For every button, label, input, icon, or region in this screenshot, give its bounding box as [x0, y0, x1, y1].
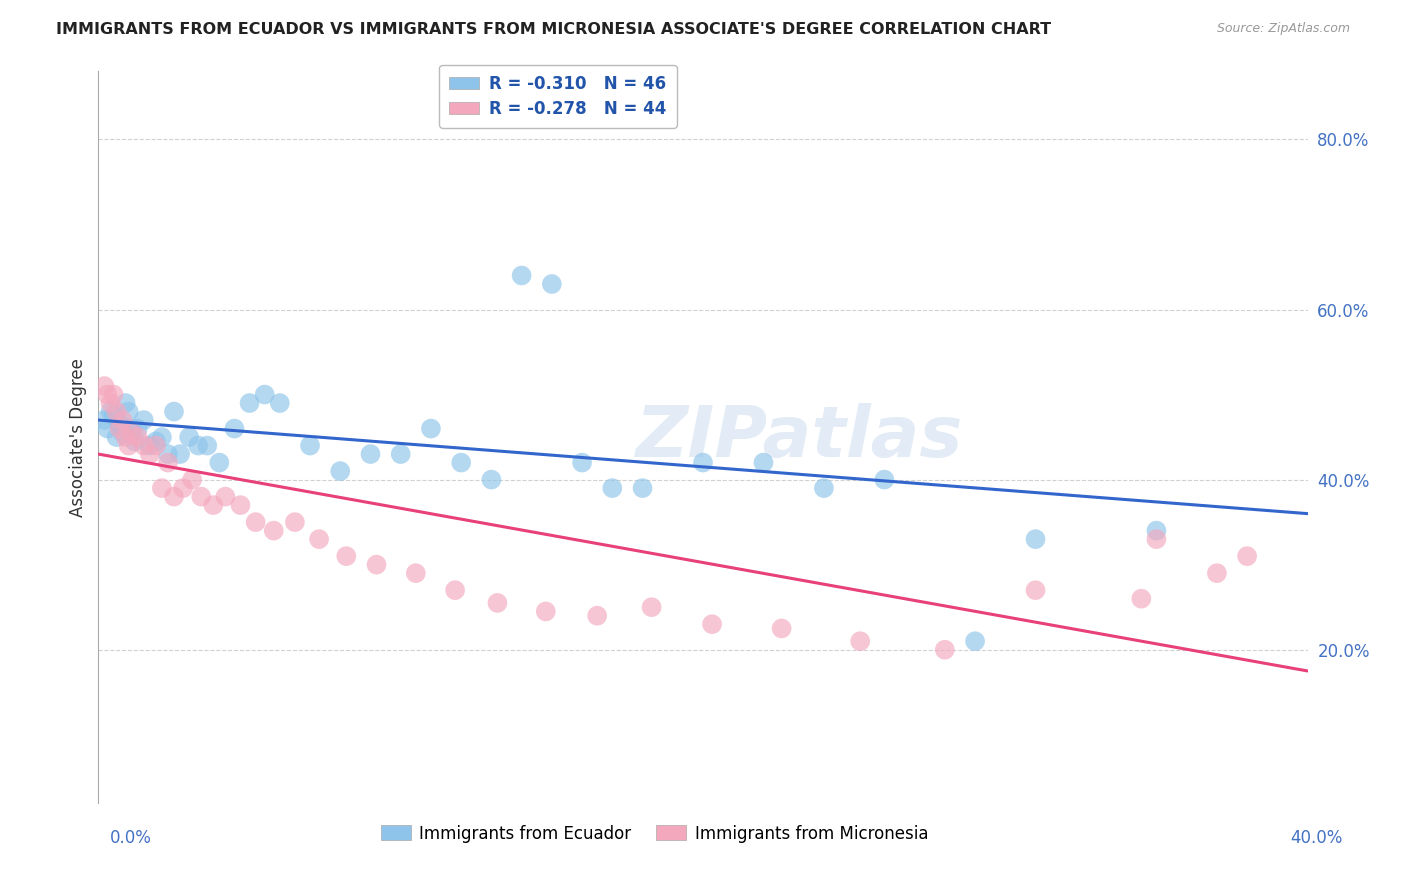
Point	[187, 439, 209, 453]
Point	[586, 608, 609, 623]
Point	[100, 404, 122, 418]
Point	[145, 439, 167, 453]
Point	[253, 387, 276, 401]
Point	[873, 473, 896, 487]
Point	[114, 396, 136, 410]
Point	[329, 464, 352, 478]
Point	[163, 490, 186, 504]
Text: IMMIGRANTS FROM ECUADOR VS IMMIGRANTS FROM MICRONESIA ASSOCIATE'S DEGREE CORRELA: IMMIGRANTS FROM ECUADOR VS IMMIGRANTS FR…	[56, 22, 1052, 37]
Point	[571, 456, 593, 470]
Point	[366, 558, 388, 572]
Point	[132, 439, 155, 453]
Point	[770, 622, 793, 636]
Point	[360, 447, 382, 461]
Text: 40.0%: 40.0%	[1291, 829, 1343, 847]
Point	[103, 409, 125, 423]
Point	[389, 447, 412, 461]
Point	[700, 617, 723, 632]
Point	[105, 430, 128, 444]
Point	[103, 387, 125, 401]
Point	[540, 277, 562, 291]
Point	[96, 421, 118, 435]
Point	[190, 490, 212, 504]
Point	[96, 387, 118, 401]
Point	[692, 456, 714, 470]
Point	[121, 421, 143, 435]
Point	[335, 549, 357, 563]
Point	[481, 473, 503, 487]
Point	[214, 490, 236, 504]
Point	[118, 439, 141, 453]
Point	[640, 600, 662, 615]
Point	[172, 481, 194, 495]
Point	[163, 404, 186, 418]
Point	[108, 421, 131, 435]
Point	[169, 447, 191, 461]
Point	[510, 268, 533, 283]
Point	[145, 434, 167, 449]
Point	[420, 421, 443, 435]
Point	[245, 515, 267, 529]
Point	[139, 439, 162, 453]
Point	[132, 413, 155, 427]
Point	[111, 425, 134, 440]
Point	[602, 481, 624, 495]
Point	[124, 434, 146, 449]
Point	[965, 634, 987, 648]
Point	[263, 524, 285, 538]
Point	[156, 447, 179, 461]
Point	[108, 417, 131, 432]
Point	[93, 413, 115, 427]
Point	[486, 596, 509, 610]
Point	[105, 404, 128, 418]
Point	[752, 456, 775, 470]
Point	[114, 430, 136, 444]
Point	[299, 439, 322, 453]
Point	[1206, 566, 1229, 581]
Point	[813, 481, 835, 495]
Point	[121, 425, 143, 440]
Point	[229, 498, 252, 512]
Point	[150, 430, 173, 444]
Text: Source: ZipAtlas.com: Source: ZipAtlas.com	[1216, 22, 1350, 36]
Point	[450, 456, 472, 470]
Point	[202, 498, 225, 512]
Point	[179, 430, 201, 444]
Legend: Immigrants from Ecuador, Immigrants from Micronesia: Immigrants from Ecuador, Immigrants from…	[374, 818, 935, 849]
Point	[631, 481, 654, 495]
Point	[127, 421, 149, 435]
Point	[100, 396, 122, 410]
Point	[239, 396, 262, 410]
Point	[156, 456, 179, 470]
Point	[139, 447, 162, 461]
Point	[1144, 524, 1167, 538]
Point	[111, 413, 134, 427]
Point	[405, 566, 427, 581]
Point	[934, 642, 956, 657]
Point	[93, 379, 115, 393]
Point	[1130, 591, 1153, 606]
Text: 0.0%: 0.0%	[110, 829, 152, 847]
Point	[150, 481, 173, 495]
Point	[534, 604, 557, 618]
Point	[849, 634, 872, 648]
Point	[118, 404, 141, 418]
Point	[308, 532, 330, 546]
Point	[181, 473, 204, 487]
Point	[208, 456, 231, 470]
Point	[1144, 532, 1167, 546]
Point	[195, 439, 218, 453]
Point	[224, 421, 246, 435]
Text: ZIPatlas: ZIPatlas	[636, 402, 963, 472]
Y-axis label: Associate's Degree: Associate's Degree	[69, 358, 87, 516]
Point	[127, 430, 149, 444]
Point	[269, 396, 291, 410]
Point	[284, 515, 307, 529]
Point	[1236, 549, 1258, 563]
Point	[1024, 532, 1046, 546]
Point	[1024, 583, 1046, 598]
Point	[444, 583, 467, 598]
